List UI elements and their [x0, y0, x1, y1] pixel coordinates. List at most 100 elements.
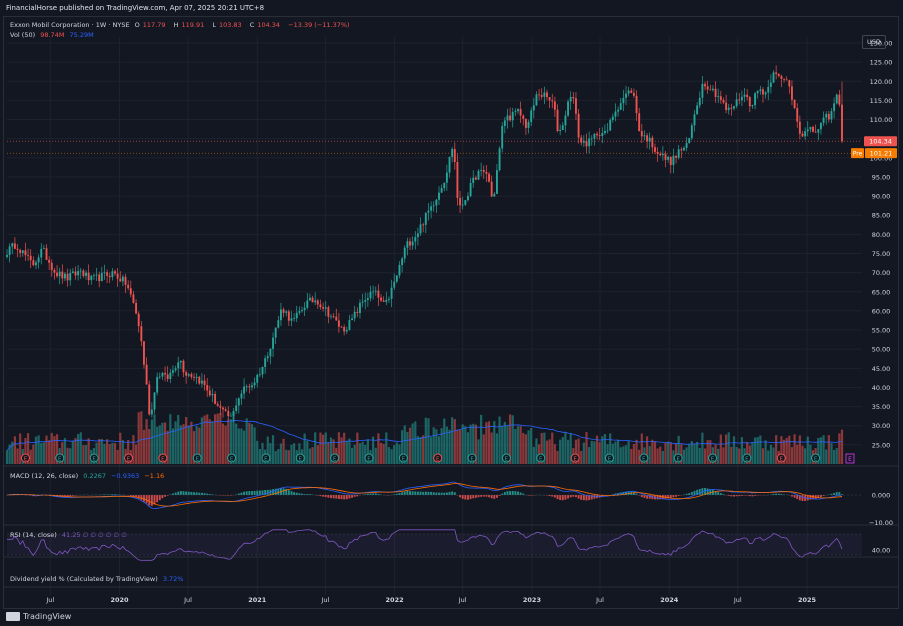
candle-body[interactable] [414, 237, 417, 242]
candle-body[interactable] [474, 177, 477, 180]
candle-body[interactable] [229, 415, 232, 417]
candle-body[interactable] [21, 250, 24, 253]
candle-body[interactable] [145, 364, 148, 385]
candle-body[interactable] [224, 409, 227, 411]
candle-body[interactable] [100, 272, 103, 282]
earnings-marker[interactable] [467, 453, 477, 463]
candle-body[interactable] [527, 122, 530, 128]
candle-body[interactable] [208, 390, 211, 396]
candle-body[interactable] [211, 393, 214, 396]
candle-body[interactable] [406, 241, 409, 248]
candle-body[interactable] [316, 300, 319, 305]
candle-body[interactable] [791, 86, 793, 100]
candle-body[interactable] [751, 105, 754, 107]
candle-body[interactable] [432, 205, 435, 207]
earnings-marker[interactable] [192, 453, 202, 463]
candle-body[interactable] [730, 107, 733, 109]
candle-body[interactable] [596, 133, 598, 136]
candle-body[interactable] [132, 294, 135, 303]
candle-body[interactable] [769, 82, 772, 87]
candle-body[interactable] [150, 409, 153, 415]
candle-body[interactable] [733, 106, 735, 109]
candle-body[interactable] [387, 298, 390, 300]
earnings-marker[interactable] [89, 453, 99, 463]
candle-body[interactable] [127, 284, 130, 289]
earnings-marker[interactable] [570, 453, 580, 463]
candle-body[interactable] [58, 271, 61, 277]
candle-body[interactable] [274, 327, 277, 338]
candle-body[interactable] [743, 94, 746, 97]
candle-body[interactable] [725, 102, 728, 111]
candle-body[interactable] [200, 380, 203, 384]
candle-body[interactable] [398, 264, 401, 276]
candle-body[interactable] [272, 337, 274, 349]
candle-body[interactable] [511, 111, 514, 121]
earnings-marker[interactable] [811, 453, 821, 463]
candle-body[interactable] [114, 271, 116, 274]
candle-body[interactable] [174, 368, 177, 371]
candle-body[interactable] [651, 137, 654, 148]
candle-body[interactable] [806, 129, 809, 132]
candle-body[interactable] [493, 193, 496, 197]
candle-body[interactable] [56, 272, 58, 277]
candle-body[interactable] [295, 312, 298, 319]
candle-body[interactable] [714, 88, 717, 97]
candle-body[interactable] [590, 138, 593, 140]
candle-body[interactable] [561, 125, 564, 130]
candle-body[interactable] [772, 72, 775, 83]
candle-body[interactable] [701, 83, 704, 98]
candle-body[interactable] [32, 260, 35, 266]
candle-body[interactable] [48, 259, 51, 263]
candle-body[interactable] [61, 271, 64, 279]
candle-body[interactable] [746, 94, 749, 98]
earnings-marker[interactable] [398, 453, 408, 463]
candle-body[interactable] [680, 149, 683, 151]
candle-body[interactable] [351, 318, 354, 321]
candle-body[interactable] [340, 326, 343, 328]
candle-body[interactable] [740, 96, 743, 101]
candle-body[interactable] [206, 385, 209, 391]
candle-body[interactable] [187, 374, 190, 376]
candle-body[interactable] [95, 274, 98, 276]
candle-body[interactable] [377, 290, 380, 298]
candle-body[interactable] [719, 96, 722, 100]
candle-body[interactable] [559, 129, 562, 131]
candle-body[interactable] [467, 196, 469, 201]
candle-body[interactable] [506, 115, 509, 121]
candle-body[interactable] [258, 374, 261, 376]
candle-body[interactable] [630, 90, 633, 93]
earnings-marker[interactable] [604, 453, 614, 463]
candle-body[interactable] [841, 104, 843, 142]
candle-body[interactable] [301, 310, 303, 312]
candle-body[interactable] [261, 366, 264, 375]
candle-body[interactable] [601, 133, 604, 136]
candle-body[interactable] [356, 311, 359, 313]
candle-body[interactable] [158, 376, 161, 378]
candle-body[interactable] [690, 125, 693, 139]
candle-body[interactable] [13, 243, 16, 249]
candle-body[interactable] [735, 99, 738, 107]
earnings-marker[interactable] [501, 453, 511, 463]
candle-body[interactable] [306, 300, 309, 308]
candle-body[interactable] [143, 341, 145, 365]
candle-body[interactable] [459, 198, 462, 206]
candle-body[interactable] [819, 122, 822, 130]
candle-body[interactable] [482, 169, 485, 172]
candle-body[interactable] [422, 224, 425, 226]
candle-body[interactable] [364, 299, 367, 302]
candle-body[interactable] [79, 270, 82, 272]
candle-body[interactable] [64, 273, 66, 279]
candle-body[interactable] [393, 281, 396, 288]
candle-body[interactable] [530, 110, 533, 123]
candle-body[interactable] [264, 358, 267, 367]
candle-body[interactable] [617, 109, 620, 112]
candle-body[interactable] [71, 271, 74, 274]
candle-body[interactable] [385, 299, 388, 302]
earnings-marker[interactable] [776, 453, 786, 463]
candle-body[interactable] [222, 407, 224, 410]
candle-body[interactable] [635, 95, 638, 114]
candle-body[interactable] [754, 93, 757, 106]
candle-body[interactable] [50, 262, 53, 270]
candle-body[interactable] [453, 148, 456, 163]
candle-body[interactable] [498, 148, 501, 171]
